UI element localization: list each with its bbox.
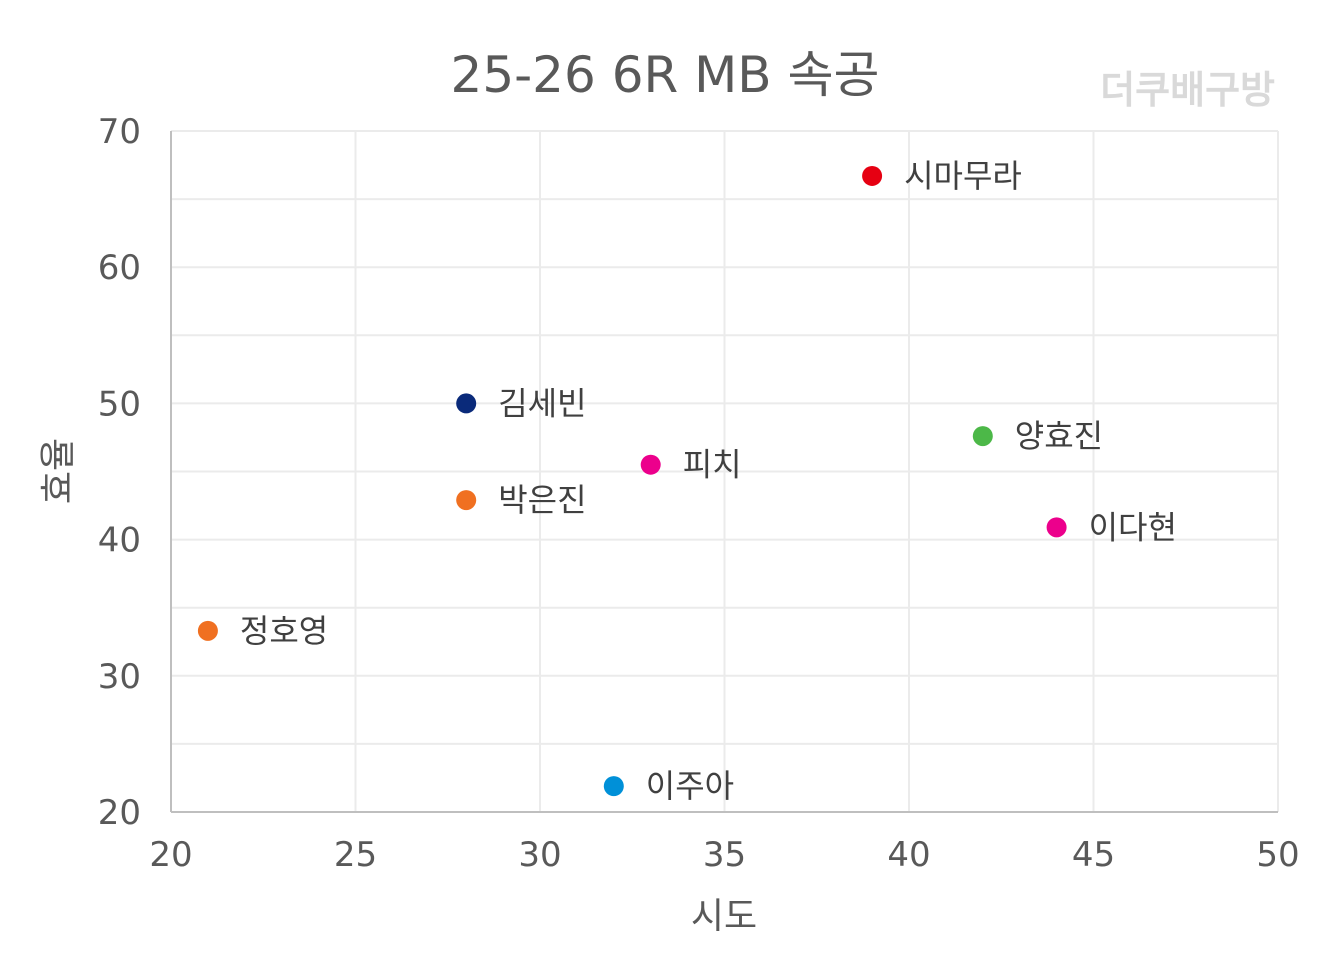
x-tick-labels: 20 25 30 35 40 45 50 [149, 835, 1299, 875]
x-tick-label: 50 [1256, 835, 1299, 875]
x-axis-label: 시도 [691, 896, 757, 937]
data-point [972, 426, 993, 447]
data-point [456, 393, 477, 414]
x-tick-label: 45 [1072, 835, 1115, 875]
data-point-label: 이다현 [1089, 508, 1177, 546]
x-tick-label: 35 [703, 835, 746, 875]
data-point-label: 시마무라 [904, 157, 1022, 195]
y-tick-label: 20 [98, 793, 141, 833]
y-tick-label: 60 [98, 248, 141, 288]
data-point-label: 이주아 [646, 767, 734, 805]
data-point [456, 490, 477, 511]
x-tick-label: 25 [334, 835, 377, 875]
data-point [603, 776, 624, 797]
y-tick-label: 50 [98, 384, 141, 424]
x-tick-label: 40 [887, 835, 930, 875]
y-tick-label: 30 [98, 657, 141, 697]
watermark: 더쿠배구방 [1100, 68, 1275, 112]
x-tick-label: 30 [518, 835, 561, 875]
axes [170, 131, 1278, 813]
grid-lines [170, 130, 1279, 813]
data-point [1046, 517, 1067, 538]
y-tick-label: 70 [98, 112, 141, 152]
data-point-label: 박은진 [498, 481, 586, 519]
y-tick-label: 40 [98, 521, 141, 561]
data-point-label: 정호영 [240, 612, 328, 650]
data-point [197, 620, 218, 641]
data-point [640, 454, 661, 475]
x-tick-label: 20 [149, 835, 192, 875]
y-axis-label: 효율 [38, 438, 79, 504]
chart-title: 25-26 6R MB 속공 [451, 46, 880, 104]
data-point-label: 양효진 [1015, 417, 1103, 455]
data-point-label: 김세빈 [498, 384, 586, 422]
data-point-label: 피치 [683, 446, 742, 484]
y-tick-labels: 20 30 40 50 60 70 [98, 112, 141, 833]
data-point [862, 165, 883, 186]
